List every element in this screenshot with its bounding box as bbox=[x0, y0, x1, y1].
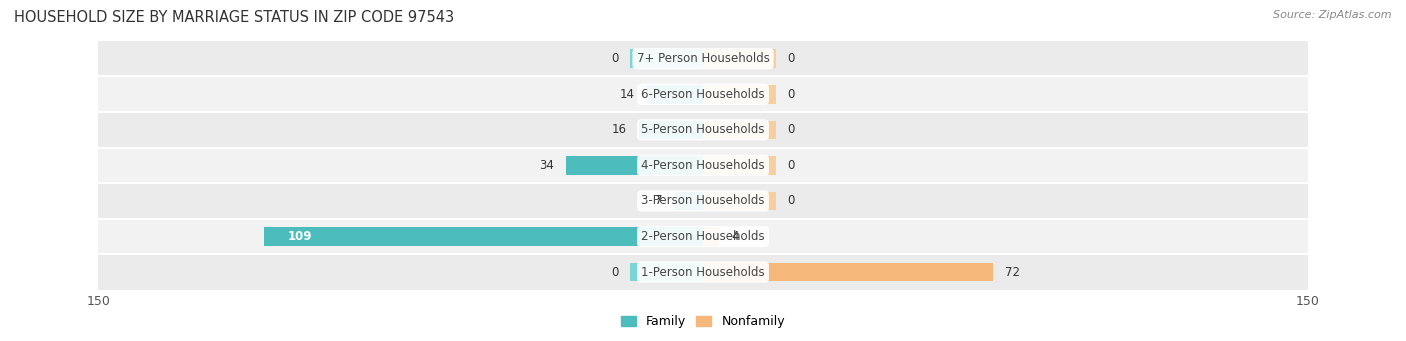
Text: 7: 7 bbox=[655, 194, 662, 207]
Bar bbox=[98, 41, 1308, 76]
Text: 4: 4 bbox=[731, 230, 738, 243]
Bar bbox=[703, 227, 718, 246]
Text: 0: 0 bbox=[787, 88, 794, 101]
Bar bbox=[647, 85, 703, 104]
Bar bbox=[98, 254, 1308, 290]
Legend: Family, Nonfamily: Family, Nonfamily bbox=[621, 315, 785, 328]
Text: 4-Person Households: 4-Person Households bbox=[641, 159, 765, 172]
Bar bbox=[638, 121, 703, 139]
Text: 0: 0 bbox=[787, 123, 794, 136]
Text: 14: 14 bbox=[620, 88, 634, 101]
Text: 3-Person Households: 3-Person Households bbox=[641, 194, 765, 207]
Text: 0: 0 bbox=[612, 266, 619, 279]
Bar bbox=[703, 192, 776, 210]
Bar bbox=[630, 263, 703, 281]
Text: 5-Person Households: 5-Person Households bbox=[641, 123, 765, 136]
Text: HOUSEHOLD SIZE BY MARRIAGE STATUS IN ZIP CODE 97543: HOUSEHOLD SIZE BY MARRIAGE STATUS IN ZIP… bbox=[14, 10, 454, 25]
Text: 1-Person Households: 1-Person Households bbox=[641, 266, 765, 279]
Text: 6-Person Households: 6-Person Households bbox=[641, 88, 765, 101]
Bar bbox=[264, 227, 703, 246]
Bar bbox=[98, 112, 1308, 148]
Bar bbox=[703, 263, 993, 281]
Bar bbox=[98, 76, 1308, 112]
Bar bbox=[98, 183, 1308, 219]
Text: 0: 0 bbox=[787, 52, 794, 65]
Text: 34: 34 bbox=[538, 159, 554, 172]
Text: 16: 16 bbox=[612, 123, 627, 136]
Text: 109: 109 bbox=[288, 230, 312, 243]
Bar bbox=[703, 85, 776, 104]
Text: 0: 0 bbox=[787, 194, 794, 207]
Bar bbox=[98, 148, 1308, 183]
Bar bbox=[567, 156, 703, 175]
Text: 2-Person Households: 2-Person Households bbox=[641, 230, 765, 243]
Bar bbox=[703, 49, 776, 68]
Bar bbox=[703, 121, 776, 139]
Bar bbox=[98, 219, 1308, 254]
Bar bbox=[630, 49, 703, 68]
Bar bbox=[675, 192, 703, 210]
Text: 72: 72 bbox=[1005, 266, 1021, 279]
Text: 0: 0 bbox=[612, 52, 619, 65]
Bar bbox=[703, 156, 776, 175]
Text: 0: 0 bbox=[787, 159, 794, 172]
Text: Source: ZipAtlas.com: Source: ZipAtlas.com bbox=[1274, 10, 1392, 20]
Text: 7+ Person Households: 7+ Person Households bbox=[637, 52, 769, 65]
